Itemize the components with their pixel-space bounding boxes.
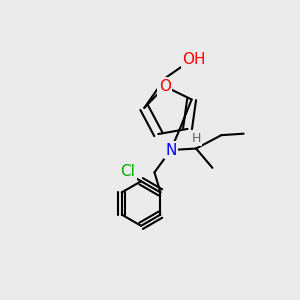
Text: N: N xyxy=(165,142,176,158)
Text: H: H xyxy=(191,132,201,145)
Text: OH: OH xyxy=(182,52,206,67)
Text: O: O xyxy=(159,79,171,94)
Text: Cl: Cl xyxy=(121,164,136,179)
